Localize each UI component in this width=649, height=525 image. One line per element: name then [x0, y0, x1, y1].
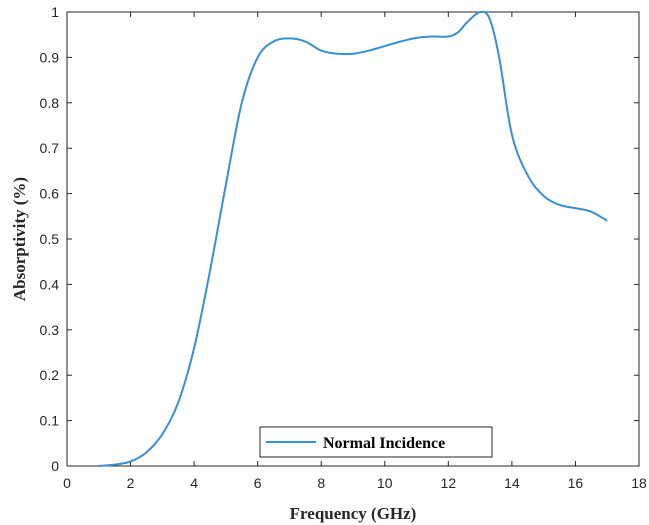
y-tick-label: 0.3 [40, 322, 60, 338]
y-tick-label: 1 [51, 4, 59, 20]
x-tick-label: 0 [63, 475, 71, 491]
y-tick-label: 0.7 [40, 140, 60, 156]
x-tick-label: 4 [190, 475, 198, 491]
y-tick-label: 0.4 [40, 276, 60, 292]
x-tick-label: 6 [254, 475, 262, 491]
x-tick-label: 12 [441, 475, 457, 491]
y-tick-label: 0 [51, 458, 59, 474]
x-tick-label: 18 [631, 475, 647, 491]
x-tick-label: 14 [504, 475, 520, 491]
x-tick-label: 8 [317, 475, 325, 491]
y-tick-label: 0.8 [40, 95, 60, 111]
x-tick-label: 2 [127, 475, 135, 491]
legend-label: Normal Incidence [323, 435, 445, 452]
x-axis-title: Frequency (GHz) [290, 504, 417, 523]
plot-area [66, 11, 640, 467]
y-tick-label: 0.6 [40, 186, 60, 202]
series-line-0 [98, 10, 608, 467]
y-tick-label: 0.9 [40, 49, 60, 65]
y-axis-ticks: 0 0.1 0.2 0.3 0.4 0.5 0.6 0.7 0.8 0.9 1 [40, 4, 639, 474]
y-tick-label: 0.1 [40, 413, 60, 429]
x-tick-label: 10 [377, 475, 393, 491]
y-tick-label: 0.5 [40, 231, 60, 247]
y-axis-title: Absorptivity (%) [10, 177, 29, 301]
x-tick-label: 16 [568, 475, 584, 491]
y-tick-label: 0.2 [40, 367, 60, 383]
x-axis-ticks: 0 2 4 6 8 10 12 14 16 18 [63, 12, 647, 491]
legend: Normal Incidence [259, 426, 493, 458]
series-layer [98, 10, 608, 467]
